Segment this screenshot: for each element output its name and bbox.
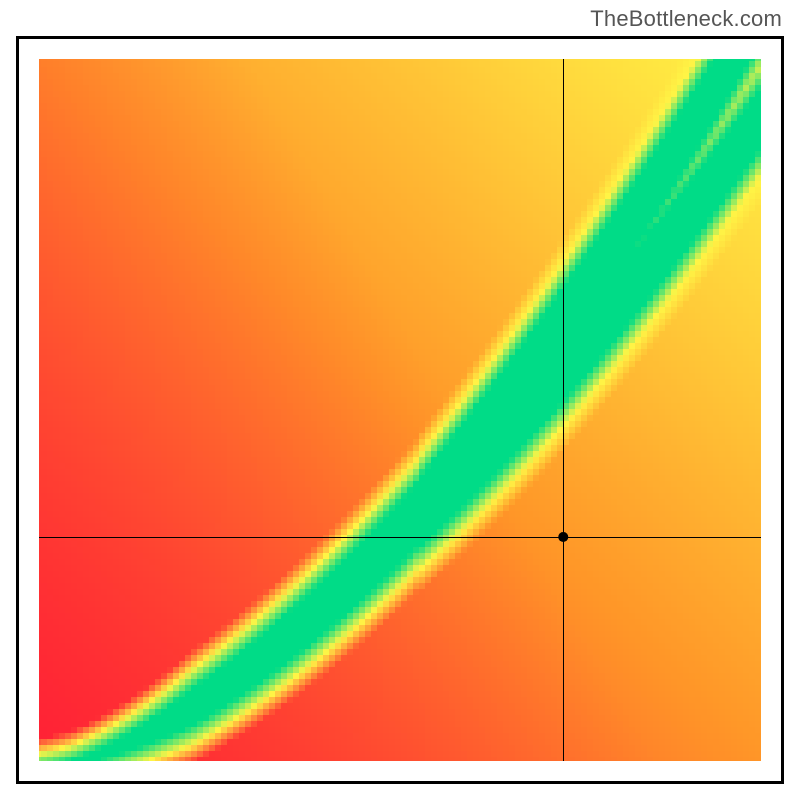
- bottleneck-heatmap-canvas: [16, 36, 784, 784]
- heatmap-stage: [16, 36, 784, 784]
- watermark-text: TheBottleneck.com: [590, 6, 782, 32]
